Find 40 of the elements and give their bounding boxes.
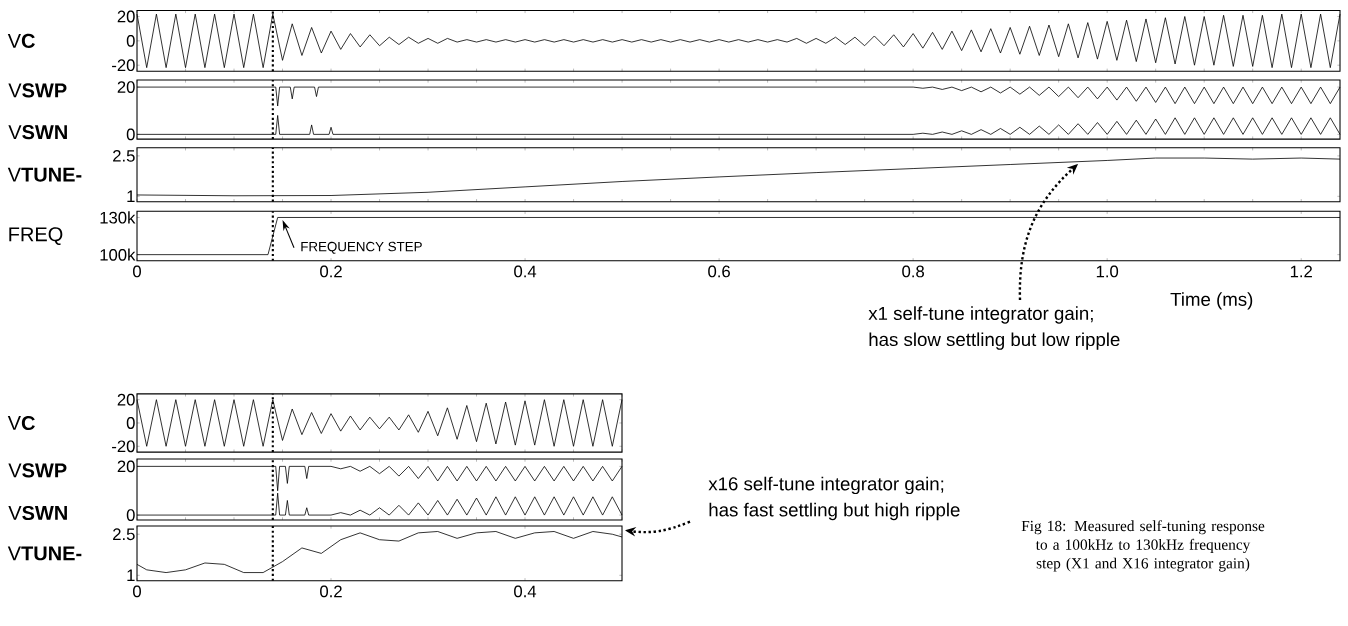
y-tick-label: 20: [117, 10, 135, 23]
y-tick-label: 0: [126, 128, 135, 141]
text: VSWP: [8, 463, 67, 478]
x-tick-label: 0.2: [320, 265, 342, 278]
x-axis-title: Time (ms): [1170, 292, 1253, 310]
x-tick-label: 1.2: [1290, 265, 1312, 278]
x-tick-label: 0.4: [514, 585, 537, 598]
x-tick-label: 0.2: [320, 585, 342, 598]
y-tick-label: 100k: [100, 248, 136, 261]
text: x16 self-tune integrator gain;: [708, 476, 944, 495]
y-tick-label: 130k: [100, 211, 136, 224]
y-axis-title: VC: [7, 33, 35, 48]
text: has fast settling but high ripple: [709, 502, 960, 521]
y-tick-label: 2.5: [113, 528, 135, 541]
y-tick-label: 1: [127, 569, 135, 582]
y-tick-label: 0: [126, 34, 135, 47]
x-tick-label: 0.4: [514, 265, 537, 278]
y-tick-label: 2.5: [113, 150, 135, 162]
text: VSWP: [8, 83, 67, 98]
y-tick-label: -20: [112, 440, 135, 453]
x-tick-label: 0.8: [902, 265, 925, 278]
x-tick-label: 0.6: [708, 265, 730, 278]
caption: Fig 18: Measured self-tuning response to a 100kHz to 130kHz frequency step (X1 and X16 integrator gain): [1021, 520, 1265, 572]
x-tick-label: 1.0: [1096, 265, 1119, 278]
text: has slow settling but low ripple: [869, 332, 1120, 350]
y-axis-title: VC: [7, 415, 35, 431]
text: VSWN: [8, 505, 67, 521]
y-tick-label: 1: [127, 190, 135, 203]
text: VSWN: [8, 125, 67, 140]
y-tick-label: 0: [126, 509, 135, 521]
y-tick-label: 20: [117, 393, 135, 406]
y-tick-label: -20: [112, 59, 135, 72]
y-axis-title: FREQ: [9, 227, 63, 245]
y-axis-title: VTUNE-: [7, 167, 82, 182]
y-axis-title: VTUNE-: [7, 546, 82, 561]
annotation: FREQUENCY STEP: [301, 241, 422, 254]
y-tick-label: 20: [117, 460, 135, 473]
y-tick-label: 20: [117, 81, 135, 93]
annotation: x1 self-tune integrator gain;: [868, 306, 1093, 324]
y-tick-label: 0: [126, 417, 135, 429]
